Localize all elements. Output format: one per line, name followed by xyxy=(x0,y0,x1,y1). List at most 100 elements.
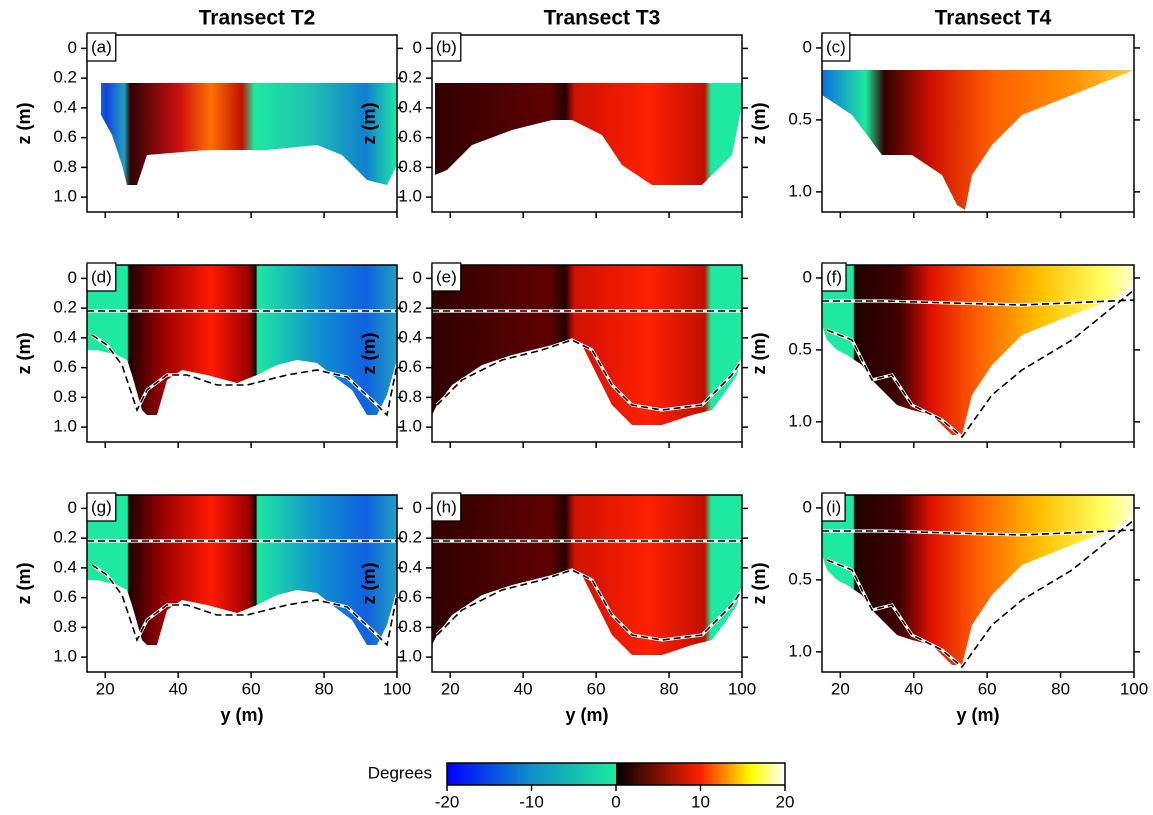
y-tick-label: 0.4 xyxy=(398,557,422,576)
y-tick-label: 0.8 xyxy=(398,157,422,176)
y-tick-label: 1.0 xyxy=(398,417,422,436)
x-tick-label: 40 xyxy=(904,679,923,698)
y-tick-label: 0 xyxy=(68,38,77,57)
y-axis-label: z (m) xyxy=(359,103,379,145)
colorbar-tick-label: 10 xyxy=(691,792,710,811)
field-h xyxy=(432,495,744,655)
y-tick-label: 1.0 xyxy=(398,647,422,666)
axes-frame xyxy=(431,494,743,673)
x-tick-label: 20 xyxy=(831,679,850,698)
panel-label-box xyxy=(431,262,462,292)
y-tick-label: 0.8 xyxy=(398,617,422,636)
y-tick-label: 0.4 xyxy=(53,327,77,346)
x-tick-label: 60 xyxy=(587,679,606,698)
column-title: Transect T3 xyxy=(544,7,661,30)
y-tick-label: 0.5 xyxy=(788,109,812,128)
field-c xyxy=(822,70,1134,210)
y-axis-label: z (m) xyxy=(359,333,379,375)
x-tick-label: 80 xyxy=(660,679,679,698)
x-tick-label: 60 xyxy=(242,679,261,698)
y-axis-label: z (m) xyxy=(749,333,769,375)
y-tick-label: 0.2 xyxy=(53,68,77,87)
panel-label: (a) xyxy=(91,37,112,56)
x-axis-label: y (m) xyxy=(220,705,263,725)
axes-frame xyxy=(821,494,1135,673)
y-tick-label: 0.8 xyxy=(398,387,422,406)
y-tick-label: 0 xyxy=(68,268,77,287)
field-i xyxy=(822,495,1136,670)
y-tick-label: 0 xyxy=(413,268,422,287)
panel-label-box xyxy=(821,262,847,292)
axes-frame xyxy=(821,264,1135,443)
field-a xyxy=(101,83,397,185)
colorbar-tick-label: -10 xyxy=(519,792,544,811)
x-tick-label: 100 xyxy=(383,679,411,698)
panel-label: (b) xyxy=(436,37,457,56)
x-tick-label: 40 xyxy=(514,679,533,698)
y-tick-label: 0 xyxy=(68,498,77,517)
y-tick-label: 0 xyxy=(803,37,812,56)
y-tick-label: 1.0 xyxy=(788,641,812,660)
field-e xyxy=(432,265,744,425)
y-tick-label: 1.0 xyxy=(398,187,422,206)
field-f xyxy=(822,265,1136,440)
y-tick-label: 0.4 xyxy=(53,97,77,116)
y-tick-label: 0.2 xyxy=(398,68,422,87)
colorbar xyxy=(446,762,786,786)
field-g xyxy=(87,495,399,649)
y-tick-label: 0.6 xyxy=(53,127,77,146)
panel-label: (c) xyxy=(826,37,846,56)
axes-frame xyxy=(821,34,1135,213)
panel-label-box xyxy=(431,492,462,522)
y-tick-label: 1.0 xyxy=(788,181,812,200)
y-tick-label: 0.4 xyxy=(53,557,77,576)
y-axis-label: z (m) xyxy=(14,563,34,605)
y-tick-label: 0.4 xyxy=(398,327,422,346)
y-tick-label: 0.2 xyxy=(398,298,422,317)
panel-label: (d) xyxy=(91,267,112,286)
panel-label-box xyxy=(86,492,117,522)
panel-label-box xyxy=(821,32,851,62)
panel-label: (f) xyxy=(826,267,842,286)
y-tick-label: 0.6 xyxy=(398,357,422,376)
x-tick-label: 100 xyxy=(1120,679,1148,698)
x-axis-label: y (m) xyxy=(956,705,999,725)
field-b xyxy=(435,83,742,185)
x-tick-label: 100 xyxy=(728,679,756,698)
y-tick-label: 1.0 xyxy=(53,417,77,436)
colorbar-tick-label: 20 xyxy=(776,792,795,811)
panel-label-box xyxy=(431,32,462,62)
y-tick-label: 1.0 xyxy=(53,647,77,666)
axes-frame xyxy=(86,494,398,673)
x-tick-label: 40 xyxy=(169,679,188,698)
axes-frame xyxy=(86,264,398,443)
x-tick-label: 20 xyxy=(96,679,115,698)
x-tick-label: 20 xyxy=(441,679,460,698)
x-axis-label: y (m) xyxy=(565,705,608,725)
y-tick-label: 0.6 xyxy=(53,587,77,606)
y-tick-label: 0.5 xyxy=(788,569,812,588)
y-axis-label: z (m) xyxy=(14,333,34,375)
y-tick-label: 0.2 xyxy=(53,298,77,317)
panel-label: (e) xyxy=(436,267,457,286)
colorbar-label: Degrees xyxy=(368,763,432,782)
axes-frame xyxy=(86,34,398,213)
column-title: Transect T2 xyxy=(199,7,316,30)
x-tick-label: 80 xyxy=(1051,679,1070,698)
y-axis-label: z (m) xyxy=(14,103,34,145)
y-tick-label: 1.0 xyxy=(53,187,77,206)
panel-label-box xyxy=(86,32,117,62)
y-tick-label: 0.4 xyxy=(398,97,422,116)
y-tick-label: 0.2 xyxy=(398,528,422,547)
panel-label: (g) xyxy=(91,497,112,516)
y-tick-label: 0.2 xyxy=(53,528,77,547)
y-tick-label: 0 xyxy=(413,38,422,57)
panel-label: (i) xyxy=(826,497,841,516)
x-tick-label: 80 xyxy=(315,679,334,698)
y-tick-label: 0 xyxy=(803,497,812,516)
y-tick-label: 0.8 xyxy=(53,157,77,176)
axes-frame xyxy=(431,34,743,213)
axes-frame xyxy=(431,264,743,443)
y-tick-label: 0 xyxy=(413,498,422,517)
